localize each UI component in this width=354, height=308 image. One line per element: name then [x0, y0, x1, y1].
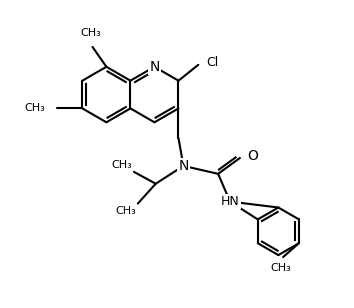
Text: CH₃: CH₃	[271, 263, 291, 273]
Text: CH₃: CH₃	[115, 205, 136, 216]
Text: Cl: Cl	[206, 56, 218, 69]
Text: N: N	[149, 60, 160, 74]
Text: O: O	[247, 149, 258, 163]
Text: HN: HN	[221, 195, 239, 208]
Text: CH₃: CH₃	[80, 28, 101, 38]
Text: N: N	[178, 159, 189, 173]
Text: CH₃: CH₃	[111, 160, 132, 170]
Text: CH₃: CH₃	[24, 103, 45, 113]
